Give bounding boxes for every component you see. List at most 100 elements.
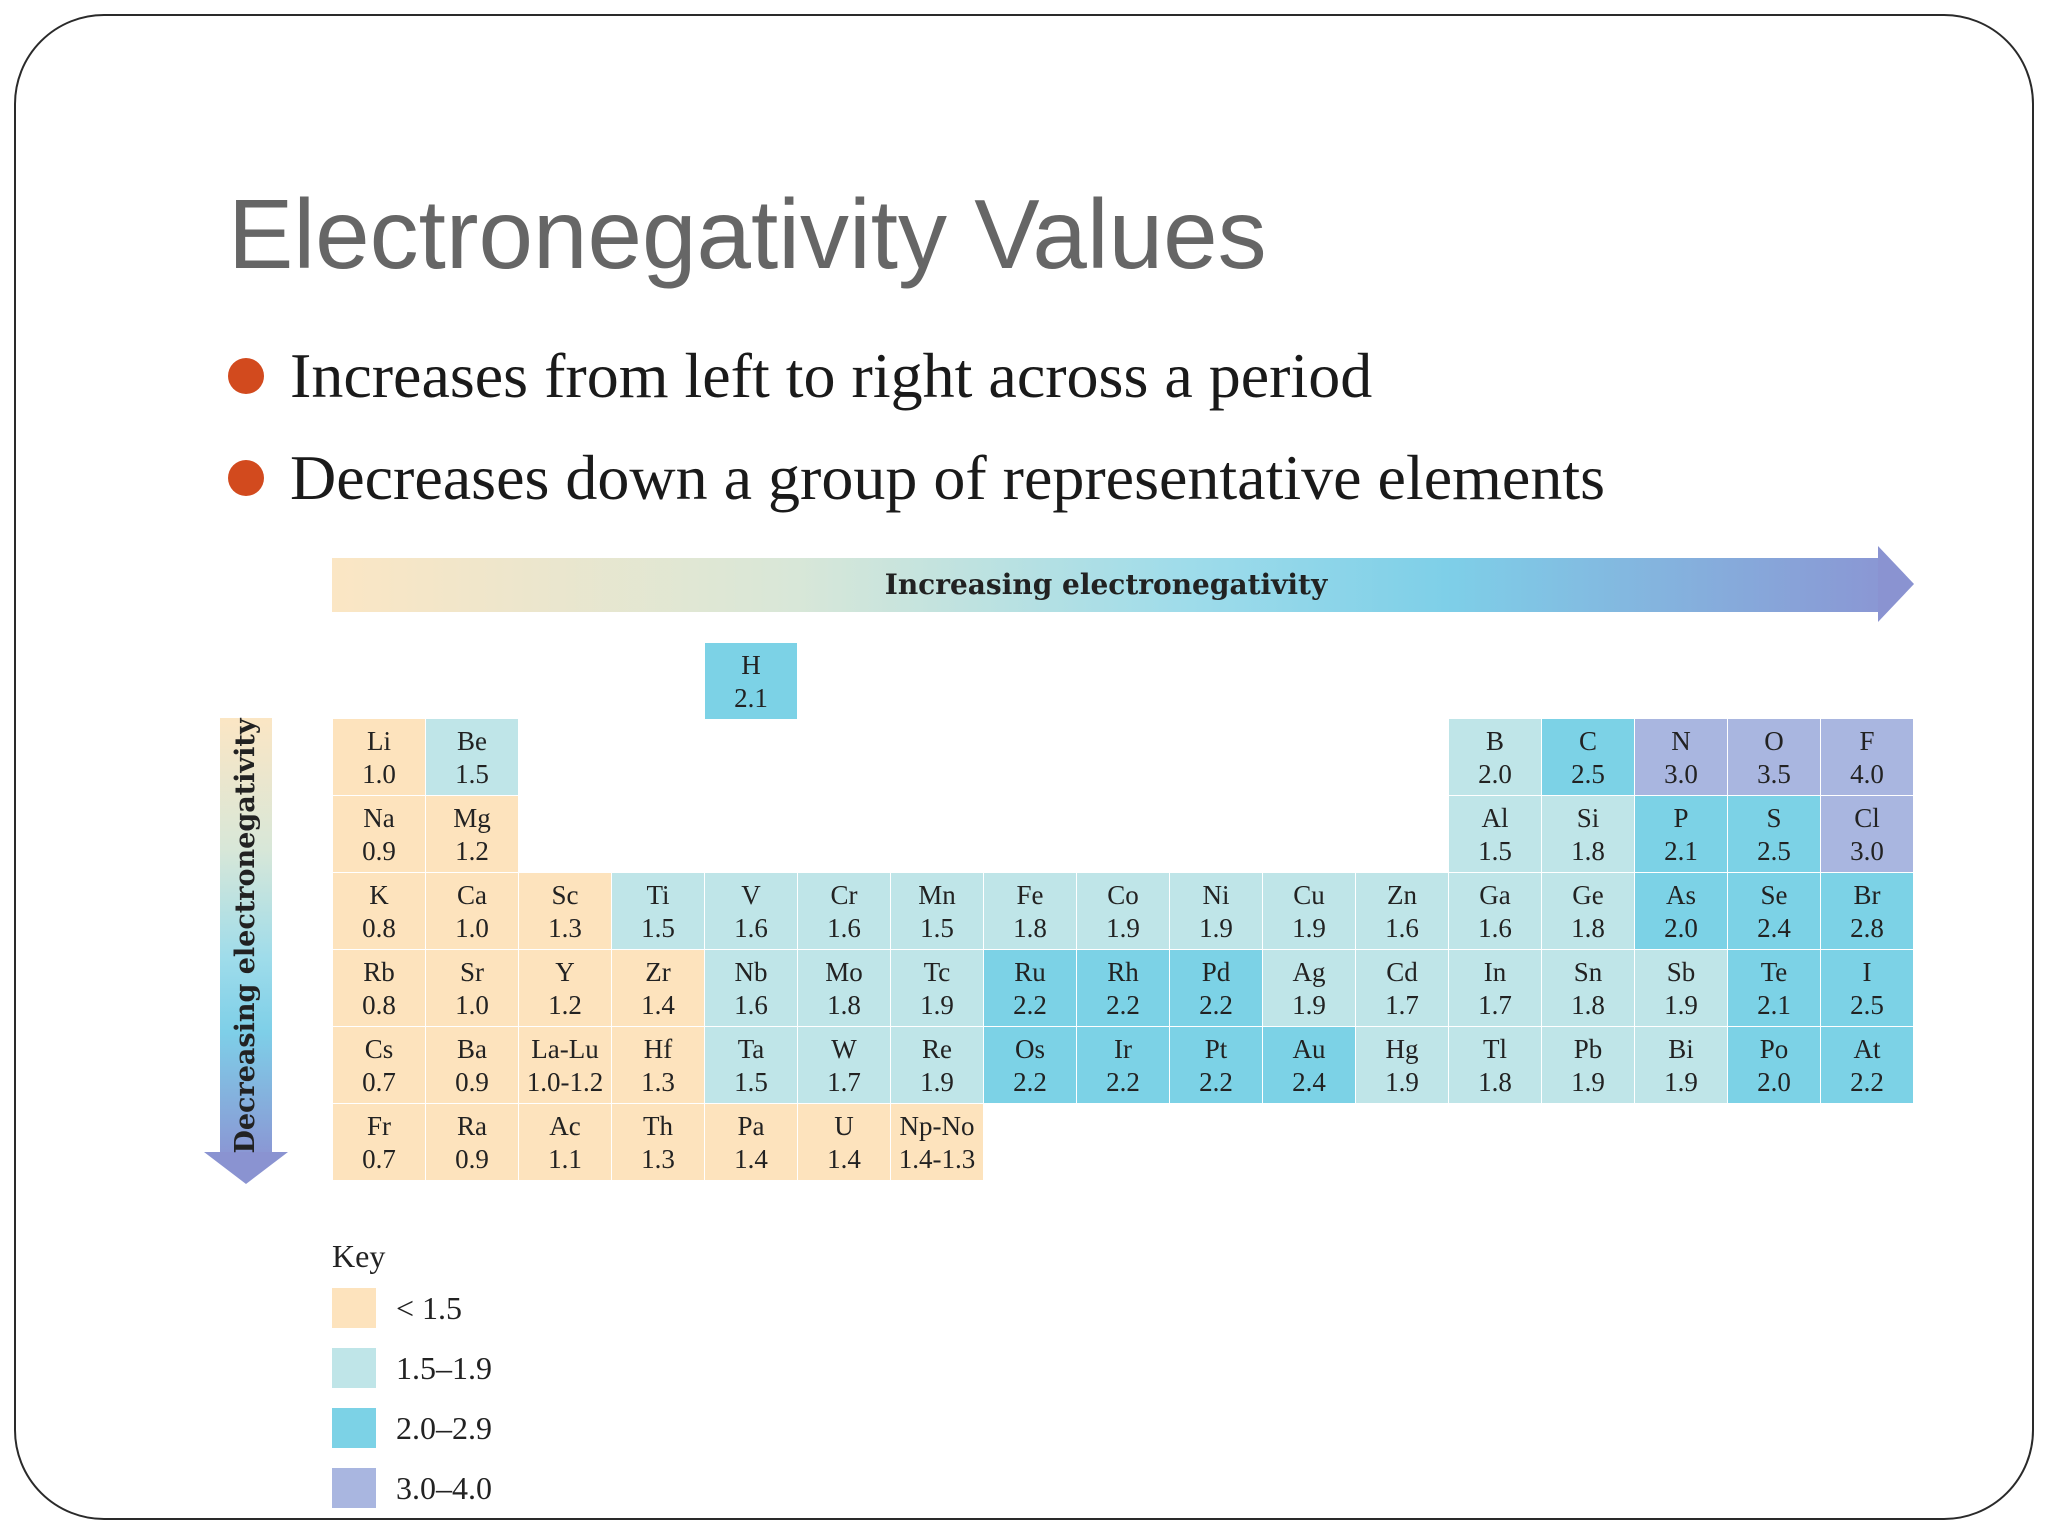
element-symbol: Fe [1016,880,1044,910]
element-cell-o: O 3.5 [1727,718,1821,796]
element-value: 1.9 [1292,913,1326,943]
element-cell-ba: Ba 0.9 [425,1026,519,1104]
element-symbol: Fr [366,1111,391,1141]
element-cell-sn: Sn 1.8 [1541,949,1635,1027]
element-cell-in: In 1.7 [1448,949,1542,1027]
element-cell-al: Al 1.5 [1448,795,1542,873]
element-value: 3.0 [1850,836,1884,866]
element-cell-be: Be 1.5 [425,718,519,796]
bullet-item-1: Increases from left to right across a pe… [228,336,1372,416]
element-value: 4.0 [1850,759,1884,789]
element-value: 2.0 [1664,913,1698,943]
element-cell-hf: Hf 1.3 [611,1026,705,1104]
element-value: 1.3 [641,1067,675,1097]
element-cell-rb: Rb 0.8 [332,949,426,1027]
element-cell-sb: Sb 1.9 [1634,949,1728,1027]
element-symbol: H [741,650,761,680]
element-value: 2.0 [1478,759,1512,789]
key-label-2: 1.5–1.9 [396,1350,492,1386]
key-swatch-1 [332,1288,376,1328]
element-value: 1.7 [827,1067,861,1097]
element-value: 1.7 [1478,990,1512,1020]
element-value: 0.7 [362,1144,396,1174]
element-cell-ra: Ra 0.9 [425,1103,519,1181]
element-symbol: Pa [737,1111,765,1141]
element-symbol: Po [1759,1034,1789,1064]
element-symbol: La-Lu [531,1034,599,1064]
element-symbol: Mo [825,957,863,987]
element-symbol: Ac [549,1111,581,1141]
element-value: 0.9 [455,1067,489,1097]
element-symbol: Np-No [899,1111,975,1141]
element-cell-cl: Cl 3.0 [1820,795,1914,873]
element-value: 1.7 [1385,990,1419,1020]
element-cell-hg: Hg 1.9 [1355,1026,1449,1104]
element-symbol: Y [555,957,575,987]
element-cell-ag: Ag 1.9 [1262,949,1356,1027]
element-cell-zn: Zn 1.6 [1355,872,1449,950]
key-swatch-4 [332,1468,376,1508]
element-symbol: B [1485,726,1504,756]
element-value: 1.9 [920,990,954,1020]
element-value: 3.0 [1664,759,1698,789]
element-symbol: Rb [363,957,395,987]
element-symbol: Cu [1293,880,1325,910]
element-value: 1.9 [1571,1067,1605,1097]
element-cell-nb: Nb 1.6 [704,949,798,1027]
key-title: Key [332,1238,386,1274]
element-cell-cu: Cu 1.9 [1262,872,1356,950]
element-value: 1.9 [1292,990,1326,1020]
element-value: 1.2 [455,836,489,866]
element-value: 2.2 [1013,990,1047,1020]
element-cell-re: Re 1.9 [890,1026,984,1104]
element-cell-b: B 2.0 [1448,718,1542,796]
element-symbol: Cr [830,880,858,910]
element-symbol: Ir [1114,1034,1132,1064]
element-symbol: Ga [1479,880,1511,910]
element-symbol: Ca [457,880,487,910]
element-cell-se: Se 2.4 [1727,872,1821,950]
element-value: 3.5 [1757,759,1791,789]
element-cell-na: Na 0.9 [332,795,426,873]
element-value: 1.0 [455,990,489,1020]
element-symbol: Os [1014,1034,1045,1064]
slide-title: Electronegativity Values [228,179,1267,289]
element-symbol: N [1671,726,1691,756]
element-cell-la-lu: La-Lu 1.0-1.2 [518,1026,612,1104]
element-symbol: Li [367,726,391,756]
element-value: 1.6 [1478,913,1512,943]
element-symbol: Al [1481,803,1509,833]
element-cell-os: Os 2.2 [983,1026,1077,1104]
element-symbol: In [1483,957,1507,987]
element-cell-ti: Ti 1.5 [611,872,705,950]
element-cell-at: At 2.2 [1820,1026,1914,1104]
element-cell-np-no: Np-No 1.4-1.3 [890,1103,984,1181]
element-value: 1.4 [641,990,675,1020]
element-cell-po: Po 2.0 [1727,1026,1821,1104]
key-label-1: < 1.5 [396,1290,463,1326]
element-symbol: Te [1760,957,1788,987]
element-cell-pb: Pb 1.9 [1541,1026,1635,1104]
element-value: 1.4 [827,1144,861,1174]
element-value: 1.9 [1106,913,1140,943]
element-symbol: Br [1853,880,1881,910]
element-symbol: Au [1292,1034,1326,1064]
element-symbol: Pb [1573,1034,1603,1064]
element-symbol: Ge [1572,880,1604,910]
element-value: 1.8 [1571,913,1605,943]
arrow-body [332,558,1880,612]
element-cell-mg: Mg 1.2 [425,795,519,873]
element-value: 2.5 [1757,836,1791,866]
element-symbol: Co [1107,880,1139,910]
element-value: 2.0 [1757,1067,1791,1097]
element-symbol: Na [363,803,395,833]
element-cell-tl: Tl 1.8 [1448,1026,1542,1104]
element-symbol: Sr [459,957,484,987]
element-symbol: Hg [1385,1034,1419,1064]
element-value: 1.5 [1478,836,1512,866]
element-cell-k: K 0.8 [332,872,426,950]
element-cell-pt: Pt 2.2 [1169,1026,1263,1104]
element-value: 1.6 [1385,913,1419,943]
element-cell-bi: Bi 1.9 [1634,1026,1728,1104]
element-symbol: Ag [1292,957,1326,987]
